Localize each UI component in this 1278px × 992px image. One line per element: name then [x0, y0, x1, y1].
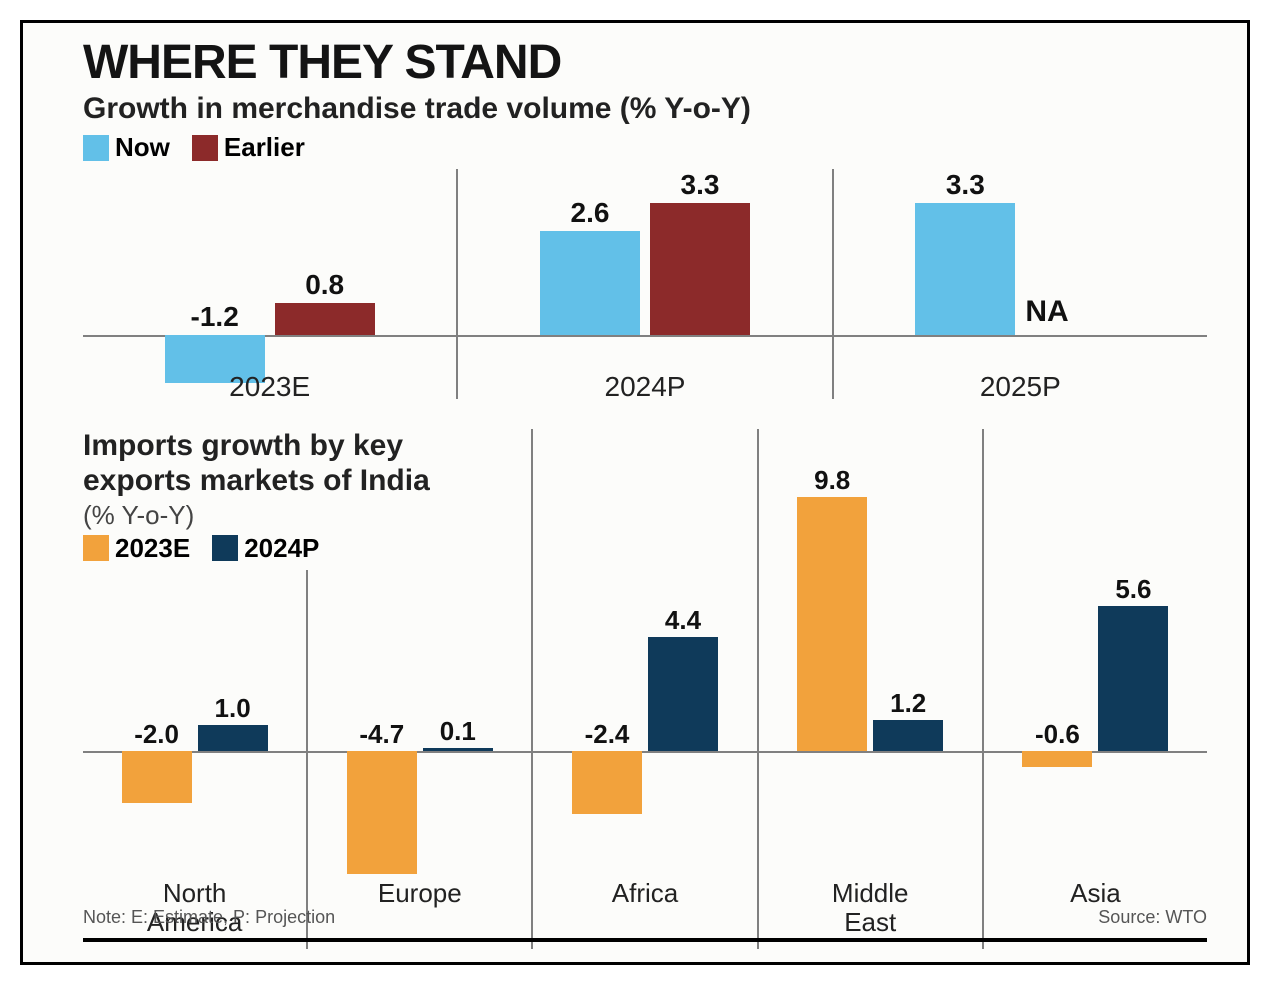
chart1-category-label: 2024P — [458, 371, 831, 403]
bar-2024p — [423, 748, 493, 751]
value-label: 1.2 — [873, 688, 943, 719]
bar-2023e — [797, 497, 867, 752]
bar-2023e — [1022, 751, 1092, 767]
chart2-category-label: Europe — [308, 879, 531, 908]
na-label: NA — [1025, 295, 1068, 329]
chart1-plot: -1.20.82023E2.63.32024P3.3NA2025P — [83, 169, 1207, 399]
swatch-now — [83, 135, 109, 161]
chart1-legend: Now Earlier — [83, 132, 1207, 163]
bar-2023e — [122, 751, 192, 803]
chart2-group: -0.6 5.6 Asia — [982, 429, 1207, 949]
chart2-legend: 2023E 2024P — [83, 533, 430, 564]
footer-note: Note: E: Estimate, P: Projection — [83, 907, 335, 928]
bar-2024p — [648, 637, 718, 751]
value-label: 1.0 — [198, 693, 268, 724]
value-label: 3.3 — [650, 169, 750, 201]
chart2-group: -2.4 4.4 Africa — [531, 429, 756, 949]
legend-item-2023e: 2023E — [83, 533, 190, 564]
value-label: 0.1 — [423, 716, 493, 747]
bar-2023e — [347, 751, 417, 873]
legend-item-now: Now — [83, 132, 170, 163]
value-label: -2.0 — [122, 719, 192, 750]
bar-earlier — [275, 303, 375, 335]
bar-now — [915, 203, 1015, 335]
legend-label-2023e: 2023E — [115, 533, 190, 564]
chart1-category-label: 2025P — [834, 371, 1207, 403]
swatch-earlier — [192, 135, 218, 161]
bar-2024p — [198, 725, 268, 751]
chart2-category-label: Africa — [533, 879, 756, 908]
value-label: 4.4 — [648, 605, 718, 636]
legend-label-earlier: Earlier — [224, 132, 305, 163]
value-label: -0.6 — [1022, 719, 1092, 750]
chart1-group: -1.20.82023E — [83, 169, 456, 399]
bar-now — [540, 231, 640, 335]
chart2-group: 9.81.2MiddleEast — [757, 429, 982, 949]
chart2-header: Imports growth by key exports markets of… — [83, 429, 442, 570]
footer: Note: E: Estimate, P: Projection Source:… — [83, 907, 1207, 942]
value-label: -2.4 — [572, 719, 642, 750]
chart1-subtitle: Growth in merchandise trade volume (% Y-… — [83, 92, 1207, 126]
legend-item-2024p: 2024P — [212, 533, 319, 564]
value-label: -1.2 — [165, 301, 265, 333]
value-label: -4.7 — [347, 719, 417, 750]
chart1-category-label: 2023E — [83, 371, 456, 403]
chart2-plot: Imports growth by key exports markets of… — [83, 429, 1207, 949]
main-title: WHERE THEY STAND — [83, 35, 1207, 90]
legend-label-now: Now — [115, 132, 170, 163]
value-label: 5.6 — [1098, 574, 1168, 605]
bar-earlier — [650, 203, 750, 335]
chart2-category-label: Asia — [984, 879, 1207, 908]
legend-item-earlier: Earlier — [192, 132, 305, 163]
footer-source: Source: WTO — [1098, 907, 1207, 928]
chart1-group: 2.63.32024P — [456, 169, 831, 399]
bar-2024p — [1098, 606, 1168, 752]
bar-2023e — [572, 751, 642, 813]
legend-label-2024p: 2024P — [244, 533, 319, 564]
chart2-subtitle: Imports growth by key exports markets of… — [83, 429, 430, 533]
bar-2024p — [873, 720, 943, 751]
chart1-group: 3.3NA2025P — [832, 169, 1207, 399]
value-label: 2.6 — [540, 197, 640, 229]
swatch-2023e — [83, 535, 109, 561]
swatch-2024p — [212, 535, 238, 561]
value-label: 3.3 — [915, 169, 1015, 201]
value-label: 0.8 — [275, 269, 375, 301]
infographic-frame: WHERE THEY STAND Growth in merchandise t… — [20, 20, 1250, 965]
value-label: 9.8 — [797, 465, 867, 496]
